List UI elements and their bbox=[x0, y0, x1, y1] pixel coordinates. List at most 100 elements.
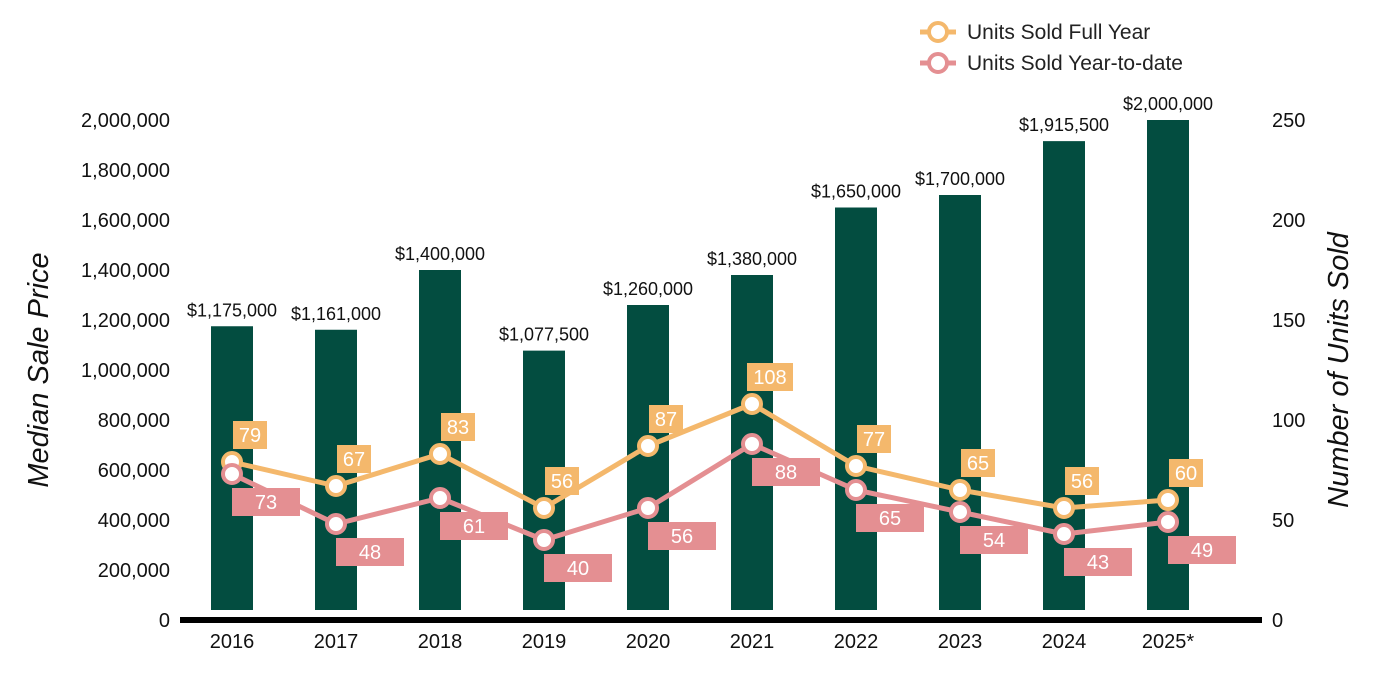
ytd-marker bbox=[845, 479, 867, 501]
y-tick-label: 800,000 bbox=[98, 410, 170, 432]
y-tick-label: 1,200,000 bbox=[81, 310, 170, 332]
full-year-data-label-box bbox=[1169, 459, 1203, 487]
x-tick-label: 2021 bbox=[730, 631, 775, 653]
y2-axis-ticks: 0 50 100 150 200 250 bbox=[1272, 110, 1305, 632]
full-year-data-label: 87 bbox=[649, 405, 683, 433]
x-tick-label: 2022 bbox=[834, 631, 879, 653]
ytd-data-label-text: 43 bbox=[1087, 552, 1109, 574]
x-tick-label: 2019 bbox=[522, 631, 567, 653]
ytd-marker bbox=[221, 463, 243, 485]
x-tick-label: 2024 bbox=[1042, 631, 1087, 653]
ytd-data-label-text: 54 bbox=[983, 530, 1005, 552]
price-bar-label: $1,915,500 bbox=[1019, 115, 1109, 135]
ytd-marker bbox=[741, 433, 763, 455]
full-year-data-label-box bbox=[857, 425, 891, 453]
y-tick-label: 600,000 bbox=[98, 460, 170, 482]
legend-label: Units Sold Full Year bbox=[967, 21, 1150, 44]
legend-swatch-marker bbox=[927, 21, 949, 43]
ytd-marker bbox=[429, 487, 451, 509]
full-year-data-label: 56 bbox=[1065, 467, 1099, 495]
full-year-data-label: 108 bbox=[747, 363, 793, 391]
y-tick-label: 1,400,000 bbox=[81, 260, 170, 282]
price-bar bbox=[627, 305, 669, 610]
ytd-data-label-box bbox=[648, 522, 716, 550]
y-tick-label: 1,800,000 bbox=[81, 160, 170, 182]
ytd-data-label: 65 bbox=[856, 504, 924, 532]
full-year-line bbox=[231, 401, 1169, 511]
ytd-marker bbox=[325, 513, 347, 535]
full-year-data-label: 60 bbox=[1169, 459, 1203, 487]
ytd-data-label-box bbox=[336, 538, 404, 566]
full-year-data-label: 79 bbox=[233, 421, 267, 449]
ytd-data-label-box bbox=[544, 554, 612, 582]
price-bar-label: $1,260,000 bbox=[603, 279, 693, 299]
ytd-data-label: 40 bbox=[544, 554, 612, 582]
full-year-data-label: 56 bbox=[545, 467, 579, 495]
ytd-data-label: 61 bbox=[440, 512, 508, 540]
ytd-marker bbox=[949, 501, 971, 523]
x-axis-ticks: 2016 2017 2018 2019 2020 2021 2022 2023 2024 2025… bbox=[210, 631, 1195, 653]
legend-item: Units Sold Full Year bbox=[920, 21, 1150, 44]
full-year-data-label: 83 bbox=[441, 413, 475, 441]
price-bar-label: $1,700,000 bbox=[915, 169, 1005, 189]
ytd-marker bbox=[637, 497, 659, 519]
ytd-marker bbox=[533, 529, 555, 551]
full-year-data-label-text: 108 bbox=[753, 367, 786, 389]
y-axis-ticks: 0 200,000 400,000 600,000 800,000 1,000,000 1,… bbox=[81, 110, 170, 632]
y-tick-label: 400,000 bbox=[98, 510, 170, 532]
ytd-data-label: 54 bbox=[960, 526, 1028, 554]
full-year-data-label: 67 bbox=[337, 445, 371, 473]
lines-layer: 79 67 83 56 87 108 77 65 56 60 73 48 61 40 56 88 65 54 43 4… bbox=[221, 363, 1236, 582]
full-year-data-label-text: 79 bbox=[239, 425, 261, 447]
full-year-marker bbox=[741, 393, 763, 415]
ytd-data-label-text: 56 bbox=[671, 526, 693, 548]
full-year-data-label-box bbox=[545, 467, 579, 495]
full-year-data-label: 65 bbox=[961, 449, 995, 477]
price-bar-label: $1,380,000 bbox=[707, 249, 797, 269]
legend-label: Units Sold Year-to-date bbox=[967, 52, 1183, 75]
legend-item: Units Sold Year-to-date bbox=[920, 52, 1183, 75]
x-tick-label: 2018 bbox=[418, 631, 463, 653]
y-tick-label: 1,000,000 bbox=[81, 360, 170, 382]
ytd-data-label: 56 bbox=[648, 522, 716, 550]
ytd-data-label-text: 40 bbox=[567, 558, 589, 580]
ytd-data-label: 48 bbox=[336, 538, 404, 566]
x-tick-label: 2025* bbox=[1142, 631, 1194, 653]
bars-layer: $1,175,000 $1,161,000 $1,400,000 $1,077,500… bbox=[187, 94, 1213, 610]
ytd-marker bbox=[1157, 511, 1179, 533]
price-bar bbox=[835, 207, 877, 610]
full-year-data-label-box bbox=[747, 363, 793, 391]
full-year-marker bbox=[325, 475, 347, 497]
ytd-data-label-box bbox=[752, 458, 820, 486]
y2-tick-label: 50 bbox=[1272, 510, 1294, 532]
ytd-data-label: 43 bbox=[1064, 548, 1132, 576]
ytd-line bbox=[230, 441, 1169, 543]
ytd-data-label-text: 48 bbox=[359, 542, 381, 564]
price-bar-label: $2,000,000 bbox=[1123, 94, 1213, 114]
y-tick-label: 2,000,000 bbox=[81, 110, 170, 132]
ytd-marker bbox=[1053, 523, 1075, 545]
full-year-data-label-text: 77 bbox=[863, 429, 885, 451]
ytd-data-label-box bbox=[1168, 536, 1236, 564]
legend-swatch-marker bbox=[927, 52, 949, 74]
full-year-data-label-box bbox=[1065, 467, 1099, 495]
full-year-marker bbox=[1157, 489, 1179, 511]
y2-tick-label: 250 bbox=[1272, 110, 1305, 132]
ytd-data-label-box bbox=[232, 488, 300, 516]
full-year-data-label-box bbox=[961, 449, 995, 477]
price-bar-label: $1,400,000 bbox=[395, 244, 485, 264]
y2-tick-label: 0 bbox=[1272, 610, 1283, 632]
y-axis-title: Median Sale Price bbox=[23, 252, 55, 487]
full-year-marker bbox=[949, 479, 971, 501]
x-tick-label: 2023 bbox=[938, 631, 983, 653]
full-year-data-label-text: 83 bbox=[447, 417, 469, 439]
ytd-data-label-box bbox=[856, 504, 924, 532]
full-year-marker bbox=[533, 497, 555, 519]
ytd-data-label-text: 61 bbox=[463, 516, 485, 538]
ytd-data-label: 73 bbox=[232, 488, 300, 516]
ytd-data-label-text: 88 bbox=[775, 462, 797, 484]
full-year-marker bbox=[637, 435, 659, 457]
ytd-data-label-box bbox=[1064, 548, 1132, 576]
full-year-data-label-text: 65 bbox=[967, 453, 989, 475]
